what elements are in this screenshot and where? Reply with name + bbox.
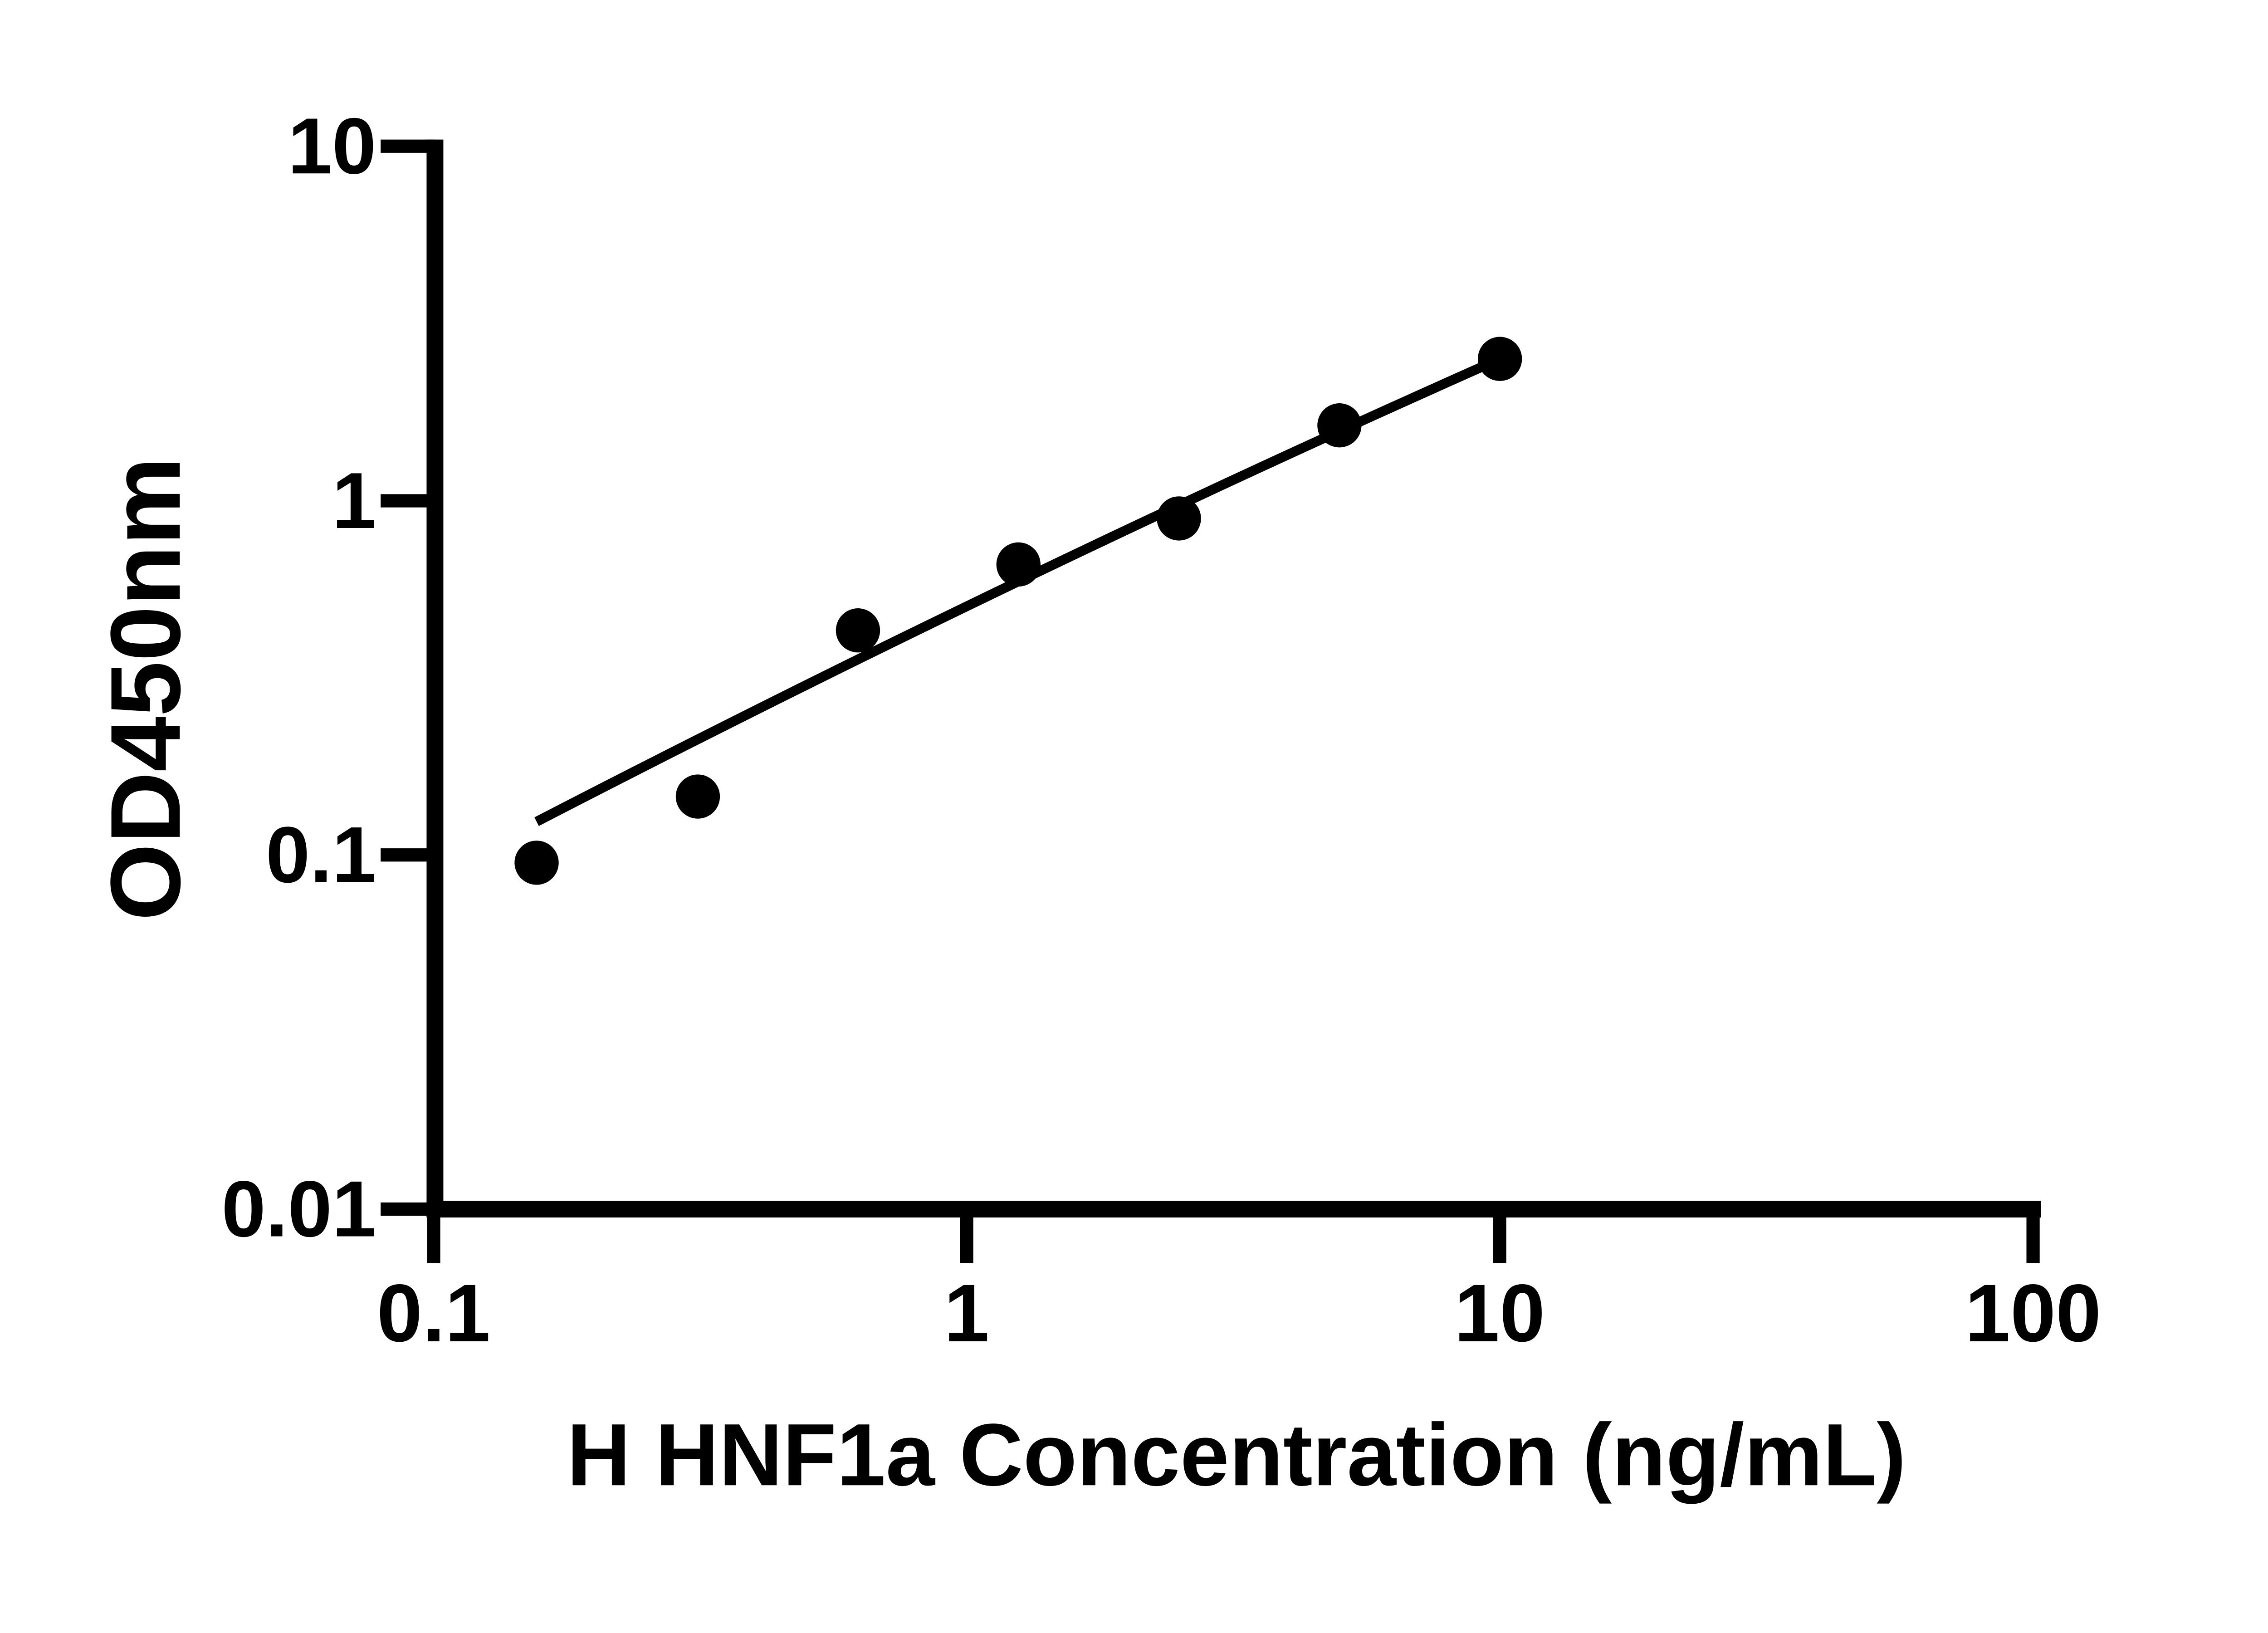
data-point [1157, 496, 1201, 541]
x-tick-label-100: 100 [1965, 1268, 2101, 1359]
y-tick-label-0-1: 0.1 [266, 811, 376, 900]
y-tick-label-10: 10 [288, 102, 376, 191]
y-axis-title: OD450nm [90, 457, 201, 921]
data-point [996, 542, 1041, 587]
data-point [1477, 337, 1522, 381]
data-point [514, 841, 559, 885]
x-axis-ticks [427, 1209, 2040, 1263]
x-axis-tick-labels: 0.1 1 10 100 [377, 1268, 2102, 1359]
elisa-standard-curve-chart: 10 1 0.1 0.01 0.1 1 10 100 H HNF1a Conce… [90, 102, 2102, 1505]
axes [426, 139, 2041, 1217]
data-point [1317, 403, 1362, 448]
data-points [514, 337, 1522, 885]
y-tick-label-1: 1 [332, 456, 376, 545]
x-tick-label-0-1: 0.1 [377, 1268, 490, 1359]
data-point [675, 774, 720, 819]
y-tick-label-0-01: 0.01 [221, 1164, 376, 1253]
elisa-standard-curve-page: 10 1 0.1 0.01 0.1 1 10 100 H HNF1a Conce… [90, 102, 2102, 1505]
y-axis-ticks [381, 139, 435, 1216]
x-axis-title: H HNF1a Concentration (ng/mL) [567, 1406, 1906, 1504]
x-tick-label-1: 1 [944, 1268, 989, 1359]
data-point [836, 608, 880, 653]
y-axis-tick-labels: 10 1 0.1 0.01 [221, 102, 376, 1253]
x-tick-label-10: 10 [1454, 1268, 1545, 1359]
